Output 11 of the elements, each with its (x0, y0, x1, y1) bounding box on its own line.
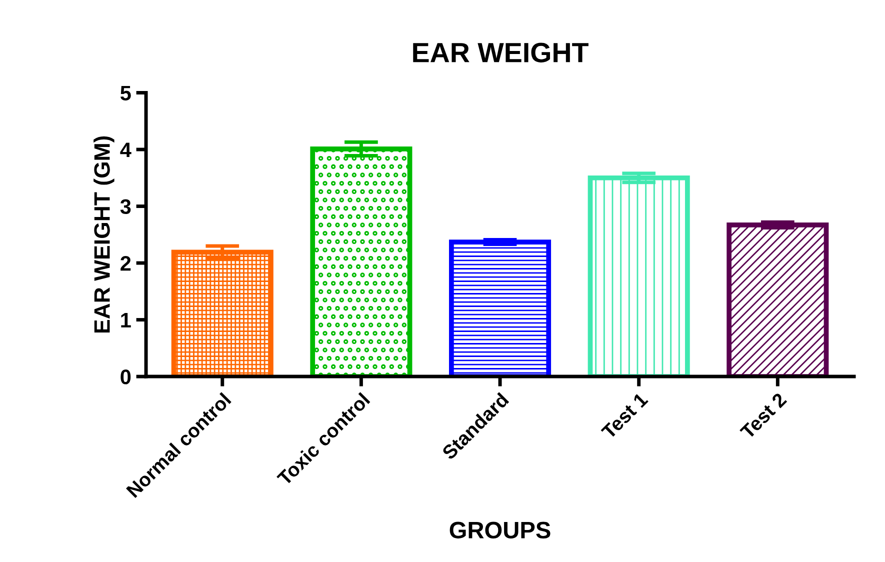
y-tick-label: 2 (120, 256, 131, 271)
y-tick-label: 5 (120, 86, 131, 100)
y-tick-label: 4 (120, 142, 132, 158)
y-axis-title: EAR WEIGHT (GM) (94, 136, 114, 333)
x-axis-title: GROUPS (450, 522, 550, 539)
y-tick-label: 0 (120, 370, 131, 384)
y-tick-label: 3 (120, 199, 131, 214)
x-tick-label: Test 1 (600, 392, 649, 440)
y-tick-label: 1 (121, 312, 131, 328)
chart-title: EAR WEIGHT (413, 42, 588, 62)
x-tick-label: Test 2 (739, 392, 788, 440)
